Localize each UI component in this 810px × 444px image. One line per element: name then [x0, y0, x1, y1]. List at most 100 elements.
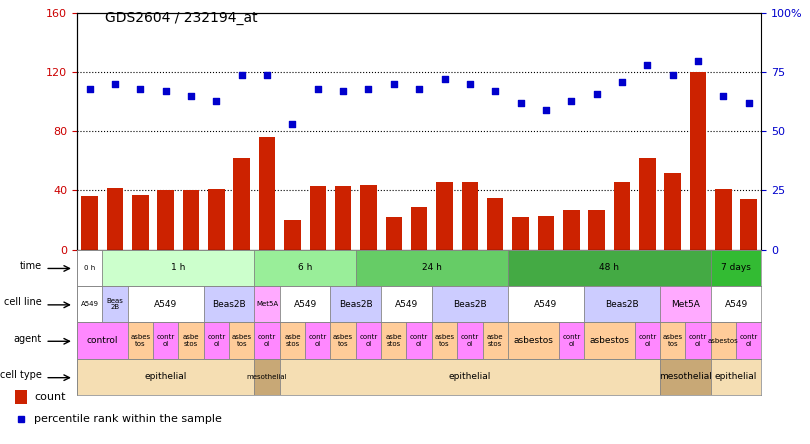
Bar [153, 322, 178, 359]
Point [692, 57, 705, 64]
Bar [77, 359, 254, 395]
Text: 48 h: 48 h [599, 263, 620, 272]
Point [463, 81, 476, 88]
Point [337, 88, 350, 95]
Text: asbes
tos: asbes tos [232, 334, 252, 347]
Point [717, 92, 730, 99]
Bar [259, 137, 275, 250]
Text: A549: A549 [81, 301, 99, 307]
Text: epithelial: epithelial [715, 373, 757, 381]
Bar [15, 390, 27, 404]
Bar [330, 322, 356, 359]
Bar [457, 322, 483, 359]
Bar [254, 322, 279, 359]
Bar [284, 220, 301, 250]
Text: GDS2604 / 232194_at: GDS2604 / 232194_at [105, 11, 258, 25]
Bar [432, 286, 508, 322]
Text: contr
ol: contr ol [740, 334, 758, 347]
Text: epithelial: epithelial [449, 373, 491, 381]
Point [565, 97, 578, 104]
Text: Beas2B: Beas2B [605, 300, 639, 309]
Text: epithelial: epithelial [144, 373, 187, 381]
Text: contr
ol: contr ol [360, 334, 377, 347]
Text: time: time [19, 261, 41, 271]
Text: A549: A549 [535, 300, 557, 309]
Point [134, 85, 147, 92]
Bar [128, 322, 153, 359]
Text: 6 h: 6 h [298, 263, 313, 272]
Point [185, 92, 198, 99]
Bar [107, 187, 123, 250]
Text: Beas2B: Beas2B [453, 300, 487, 309]
Bar [309, 186, 326, 250]
Bar [356, 322, 382, 359]
Bar [330, 286, 382, 322]
Bar [335, 186, 352, 250]
Bar [563, 210, 579, 250]
Point [387, 81, 400, 88]
Point [616, 78, 629, 85]
Bar [157, 190, 174, 250]
Point [362, 85, 375, 92]
Bar [710, 286, 761, 322]
Text: Beas2B: Beas2B [212, 300, 246, 309]
Point [286, 121, 299, 128]
Bar [508, 322, 559, 359]
Text: asbe
stos: asbe stos [284, 334, 301, 347]
Point [412, 85, 425, 92]
Bar [508, 250, 710, 286]
Text: asbes
tos: asbes tos [333, 334, 353, 347]
Text: Met5A: Met5A [256, 301, 278, 307]
Text: asbestos: asbestos [514, 336, 553, 345]
Bar [660, 322, 685, 359]
Text: A549: A549 [293, 300, 317, 309]
Text: mesothelial: mesothelial [247, 374, 288, 380]
Text: 24 h: 24 h [422, 263, 441, 272]
Point [235, 71, 248, 78]
Text: Beas
2B: Beas 2B [107, 298, 123, 310]
Text: contr
ol: contr ol [688, 334, 707, 347]
Text: contr
ol: contr ol [638, 334, 656, 347]
Text: A549: A549 [154, 300, 177, 309]
Text: contr
ol: contr ol [562, 334, 581, 347]
Bar [254, 359, 279, 395]
Text: asbe
stos: asbe stos [386, 334, 402, 347]
Point [514, 99, 527, 107]
Bar [710, 322, 736, 359]
Point [488, 88, 501, 95]
Bar [279, 322, 305, 359]
Text: Met5A: Met5A [671, 300, 700, 309]
Bar [513, 217, 529, 250]
Bar [588, 210, 605, 250]
Bar [538, 216, 554, 250]
Bar [102, 250, 254, 286]
Bar [77, 322, 128, 359]
Bar [664, 173, 681, 250]
Bar [254, 286, 279, 322]
Text: Beas2B: Beas2B [339, 300, 373, 309]
Bar [203, 322, 229, 359]
Text: 7 days: 7 days [721, 263, 751, 272]
Text: count: count [34, 392, 66, 402]
Bar [685, 322, 710, 359]
Point [311, 85, 324, 92]
Text: A549: A549 [394, 300, 418, 309]
Bar [462, 182, 478, 250]
Bar [487, 198, 504, 250]
Bar [360, 185, 377, 250]
Text: asbe
stos: asbe stos [183, 334, 199, 347]
Text: agent: agent [13, 334, 41, 344]
Text: asbes
tos: asbes tos [130, 334, 151, 347]
Text: percentile rank within the sample: percentile rank within the sample [34, 414, 222, 424]
Bar [715, 189, 731, 250]
Bar [483, 322, 508, 359]
Text: contr
ol: contr ol [309, 334, 327, 347]
Bar [639, 158, 655, 250]
Text: asbes
tos: asbes tos [434, 334, 454, 347]
Bar [740, 199, 757, 250]
Point [261, 71, 274, 78]
Point [83, 85, 96, 92]
Bar [407, 322, 432, 359]
Text: asbestos: asbestos [590, 336, 629, 345]
Bar [584, 286, 660, 322]
